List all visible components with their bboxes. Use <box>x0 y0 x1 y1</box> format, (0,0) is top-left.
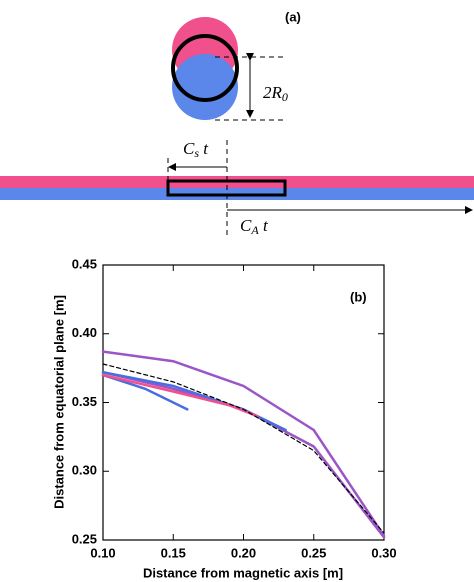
panel-label: (a) <box>285 9 301 24</box>
label-sub: 0 <box>282 90 288 104</box>
y-axis-title: Distance from equatorial plane [m] <box>51 295 66 509</box>
y-tick-label: 0.45 <box>72 256 97 271</box>
label-base: C <box>240 216 252 235</box>
x-tick-label: 0.15 <box>161 545 186 560</box>
plot-frame <box>102 264 385 541</box>
probe-circle <box>171 34 239 102</box>
x-tick-label: 0.25 <box>301 545 326 560</box>
label-after: t <box>259 216 269 235</box>
flux-tube-lower <box>172 54 238 120</box>
curve <box>101 371 386 539</box>
curve <box>102 363 385 534</box>
x-tick-label: 0.20 <box>231 545 256 560</box>
label-base: C <box>183 139 195 158</box>
x-tick-label: 0.30 <box>371 545 396 560</box>
label-base: 2R <box>263 83 283 102</box>
label-sub: s <box>194 146 199 160</box>
label-sub: A <box>250 223 259 237</box>
y-tick-label: 0.30 <box>72 463 97 478</box>
x-axis-title: Distance from magnetic axis [m] <box>143 565 343 580</box>
curve <box>101 371 287 432</box>
y-tick-label: 0.35 <box>72 394 97 409</box>
curve <box>101 350 386 538</box>
y-tick-label: 0.25 <box>72 531 97 546</box>
alfven-label: CA t <box>240 216 269 237</box>
y-tick-label: 0.40 <box>72 325 97 340</box>
x-tick-label: 0.10 <box>90 545 115 560</box>
panel-label: (b) <box>350 289 367 304</box>
radius-label: 2R0 <box>263 83 288 104</box>
slow-label: Cs t <box>183 139 209 160</box>
label-after: t <box>199 139 209 158</box>
curve <box>101 373 259 418</box>
